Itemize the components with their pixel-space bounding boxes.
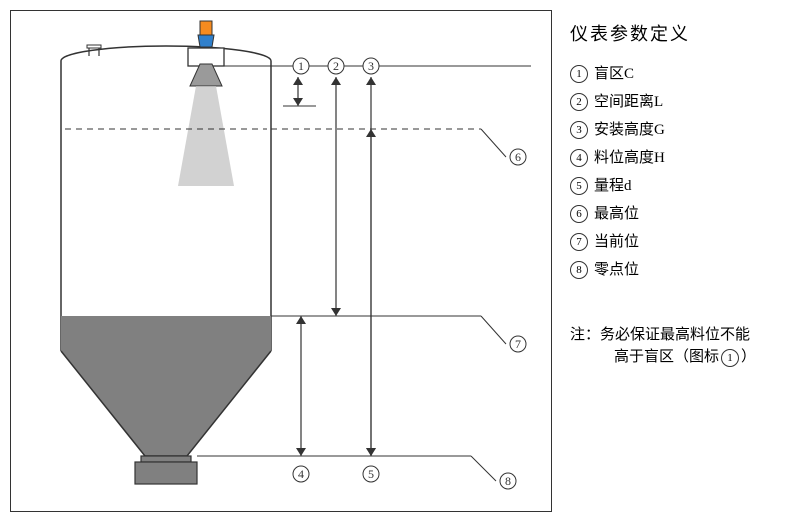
legend-item: 4 料位高度H [570, 144, 780, 172]
note-ref-icon: 1 [721, 349, 739, 367]
legend-num-icon: 5 [570, 177, 588, 195]
svg-text:5: 5 [368, 467, 374, 481]
legend-item: 2 空间距离L [570, 88, 780, 116]
legend-item: 8 零点位 [570, 256, 780, 284]
legend-num-icon: 2 [570, 93, 588, 111]
svg-text:8: 8 [505, 474, 511, 488]
legend-item-text: 料位高度H [594, 144, 665, 172]
legend-item-text: 空间距离L [594, 88, 663, 116]
legend-item: 5 量程d [570, 172, 780, 200]
note-block: 注：务必保证最高料位不能 高于盲区（图标1） [570, 324, 780, 368]
legend-num-icon: 7 [570, 233, 588, 251]
svg-text:2: 2 [333, 59, 339, 73]
legend-item: 6 最高位 [570, 200, 780, 228]
legend-num-icon: 6 [570, 205, 588, 223]
legend-item-text: 盲区C [594, 60, 634, 88]
legend-item-text: 零点位 [594, 256, 639, 284]
note-line1: 务必保证最高料位不能 [600, 327, 750, 343]
legend-item-text: 安装高度G [594, 116, 665, 144]
svg-text:7: 7 [515, 337, 521, 351]
legend-item-text: 当前位 [594, 228, 639, 256]
note-line2b: ） [741, 349, 756, 365]
legend-num-icon: 3 [570, 121, 588, 139]
svg-text:1: 1 [298, 59, 304, 73]
legend-panel: 仪表参数定义 1 盲区C 2 空间距离L 3 安装高度G 4 料位高度H 5 量程d 6 最高位 7 当前… [570, 20, 780, 368]
legend-item-text: 最高位 [594, 200, 639, 228]
legend-num-icon: 1 [570, 65, 588, 83]
legend-num-icon: 8 [570, 261, 588, 279]
legend-item: 7 当前位 [570, 228, 780, 256]
diagram-frame: 1 2 3 4 5 6 7 8 [10, 10, 552, 512]
legend-item: 3 安装高度G [570, 116, 780, 144]
tank-diagram: 1 2 3 4 5 6 7 8 [11, 11, 551, 511]
legend-item: 1 盲区C [570, 60, 780, 88]
svg-text:4: 4 [298, 467, 304, 481]
note-prefix: 注： [570, 327, 600, 343]
legend-title: 仪表参数定义 [570, 20, 780, 46]
legend-items: 1 盲区C 2 空间距离L 3 安装高度G 4 料位高度H 5 量程d 6 最高位 7 当前位 8 零点位 [570, 60, 780, 284]
legend-num-icon: 4 [570, 149, 588, 167]
svg-text:3: 3 [368, 59, 374, 73]
legend-item-text: 量程d [594, 172, 632, 200]
note-line2a: 高于盲区（图标 [614, 349, 719, 365]
svg-text:6: 6 [515, 150, 521, 164]
